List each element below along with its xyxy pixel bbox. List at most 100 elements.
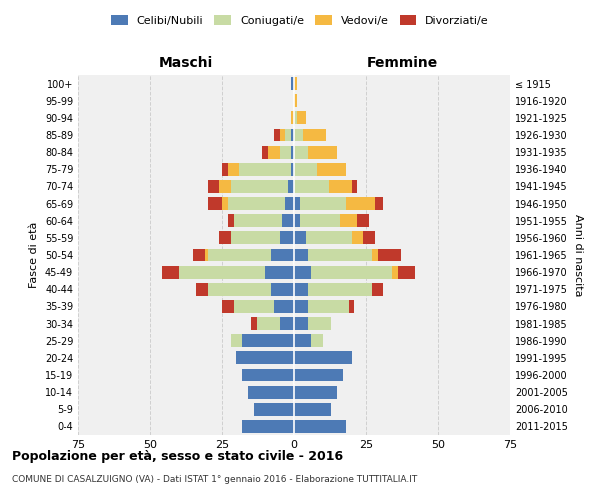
Bar — [398, 266, 415, 278]
Bar — [291, 163, 294, 175]
Bar — [291, 112, 294, 124]
Bar — [308, 317, 331, 330]
Bar — [242, 420, 294, 433]
Bar — [271, 283, 294, 296]
Y-axis label: Anni di nascita: Anni di nascita — [573, 214, 583, 296]
Bar — [233, 214, 283, 227]
Bar — [294, 146, 308, 158]
Bar — [294, 180, 329, 193]
Bar — [280, 317, 294, 330]
Bar — [239, 163, 291, 175]
Bar — [377, 248, 401, 262]
Bar — [352, 180, 358, 193]
Bar — [294, 266, 311, 278]
Bar — [294, 112, 297, 124]
Bar — [317, 163, 346, 175]
Text: COMUNE DI CASALZUIGNO (VA) - Dati ISTAT 1° gennaio 2016 - Elaborazione TUTTITALI: COMUNE DI CASALZUIGNO (VA) - Dati ISTAT … — [12, 475, 417, 484]
Text: Maschi: Maschi — [159, 56, 213, 70]
Text: Popolazione per età, sesso e stato civile - 2016: Popolazione per età, sesso e stato civil… — [12, 450, 343, 463]
Text: Femmine: Femmine — [367, 56, 437, 70]
Bar — [205, 248, 208, 262]
Bar — [308, 248, 372, 262]
Bar — [308, 283, 372, 296]
Bar — [251, 317, 257, 330]
Bar — [300, 197, 346, 210]
Bar — [372, 248, 377, 262]
Bar — [222, 300, 233, 313]
Bar — [228, 163, 239, 175]
Bar — [311, 334, 323, 347]
Legend: Celibi/Nubili, Coniugati/e, Vedovi/e, Divorziati/e: Celibi/Nubili, Coniugati/e, Vedovi/e, Di… — [107, 10, 493, 30]
Bar — [372, 283, 383, 296]
Bar — [291, 128, 294, 141]
Bar — [280, 232, 294, 244]
Bar — [392, 266, 398, 278]
Bar — [242, 368, 294, 382]
Bar — [305, 232, 352, 244]
Bar — [283, 214, 294, 227]
Bar — [291, 77, 294, 90]
Bar — [161, 266, 179, 278]
Bar — [294, 386, 337, 398]
Bar — [208, 248, 271, 262]
Bar — [222, 163, 228, 175]
Bar — [363, 232, 374, 244]
Bar — [294, 420, 346, 433]
Bar — [311, 266, 392, 278]
Bar — [349, 300, 355, 313]
Bar — [219, 232, 230, 244]
Bar — [358, 214, 369, 227]
Bar — [265, 266, 294, 278]
Bar — [294, 163, 317, 175]
Bar — [179, 266, 265, 278]
Bar — [308, 300, 349, 313]
Bar — [193, 248, 205, 262]
Bar — [257, 317, 280, 330]
Bar — [288, 180, 294, 193]
Bar — [230, 180, 288, 193]
Bar — [262, 146, 268, 158]
Bar — [280, 128, 286, 141]
Bar — [294, 197, 300, 210]
Bar — [294, 128, 302, 141]
Bar — [294, 248, 308, 262]
Bar — [294, 283, 308, 296]
Bar — [208, 180, 219, 193]
Bar — [294, 334, 311, 347]
Bar — [374, 197, 383, 210]
Bar — [228, 214, 233, 227]
Bar — [294, 77, 297, 90]
Bar — [329, 180, 352, 193]
Bar — [294, 300, 308, 313]
Bar — [308, 146, 337, 158]
Bar — [233, 300, 274, 313]
Bar — [286, 197, 294, 210]
Bar — [248, 386, 294, 398]
Bar — [294, 232, 305, 244]
Bar — [271, 248, 294, 262]
Bar — [242, 334, 294, 347]
Bar — [294, 403, 331, 415]
Bar — [297, 112, 305, 124]
Bar — [294, 368, 343, 382]
Bar — [196, 283, 208, 296]
Bar — [294, 214, 300, 227]
Bar — [274, 300, 294, 313]
Bar — [268, 146, 280, 158]
Bar — [222, 197, 228, 210]
Bar — [291, 146, 294, 158]
Bar — [294, 94, 297, 107]
Bar — [294, 352, 352, 364]
Bar — [219, 180, 230, 193]
Bar — [302, 128, 326, 141]
Bar — [340, 214, 358, 227]
Bar — [294, 317, 308, 330]
Bar — [274, 128, 280, 141]
Bar — [346, 197, 374, 210]
Bar — [230, 334, 242, 347]
Bar — [352, 232, 363, 244]
Bar — [208, 197, 222, 210]
Bar — [228, 197, 286, 210]
Bar — [236, 352, 294, 364]
Y-axis label: Fasce di età: Fasce di età — [29, 222, 39, 288]
